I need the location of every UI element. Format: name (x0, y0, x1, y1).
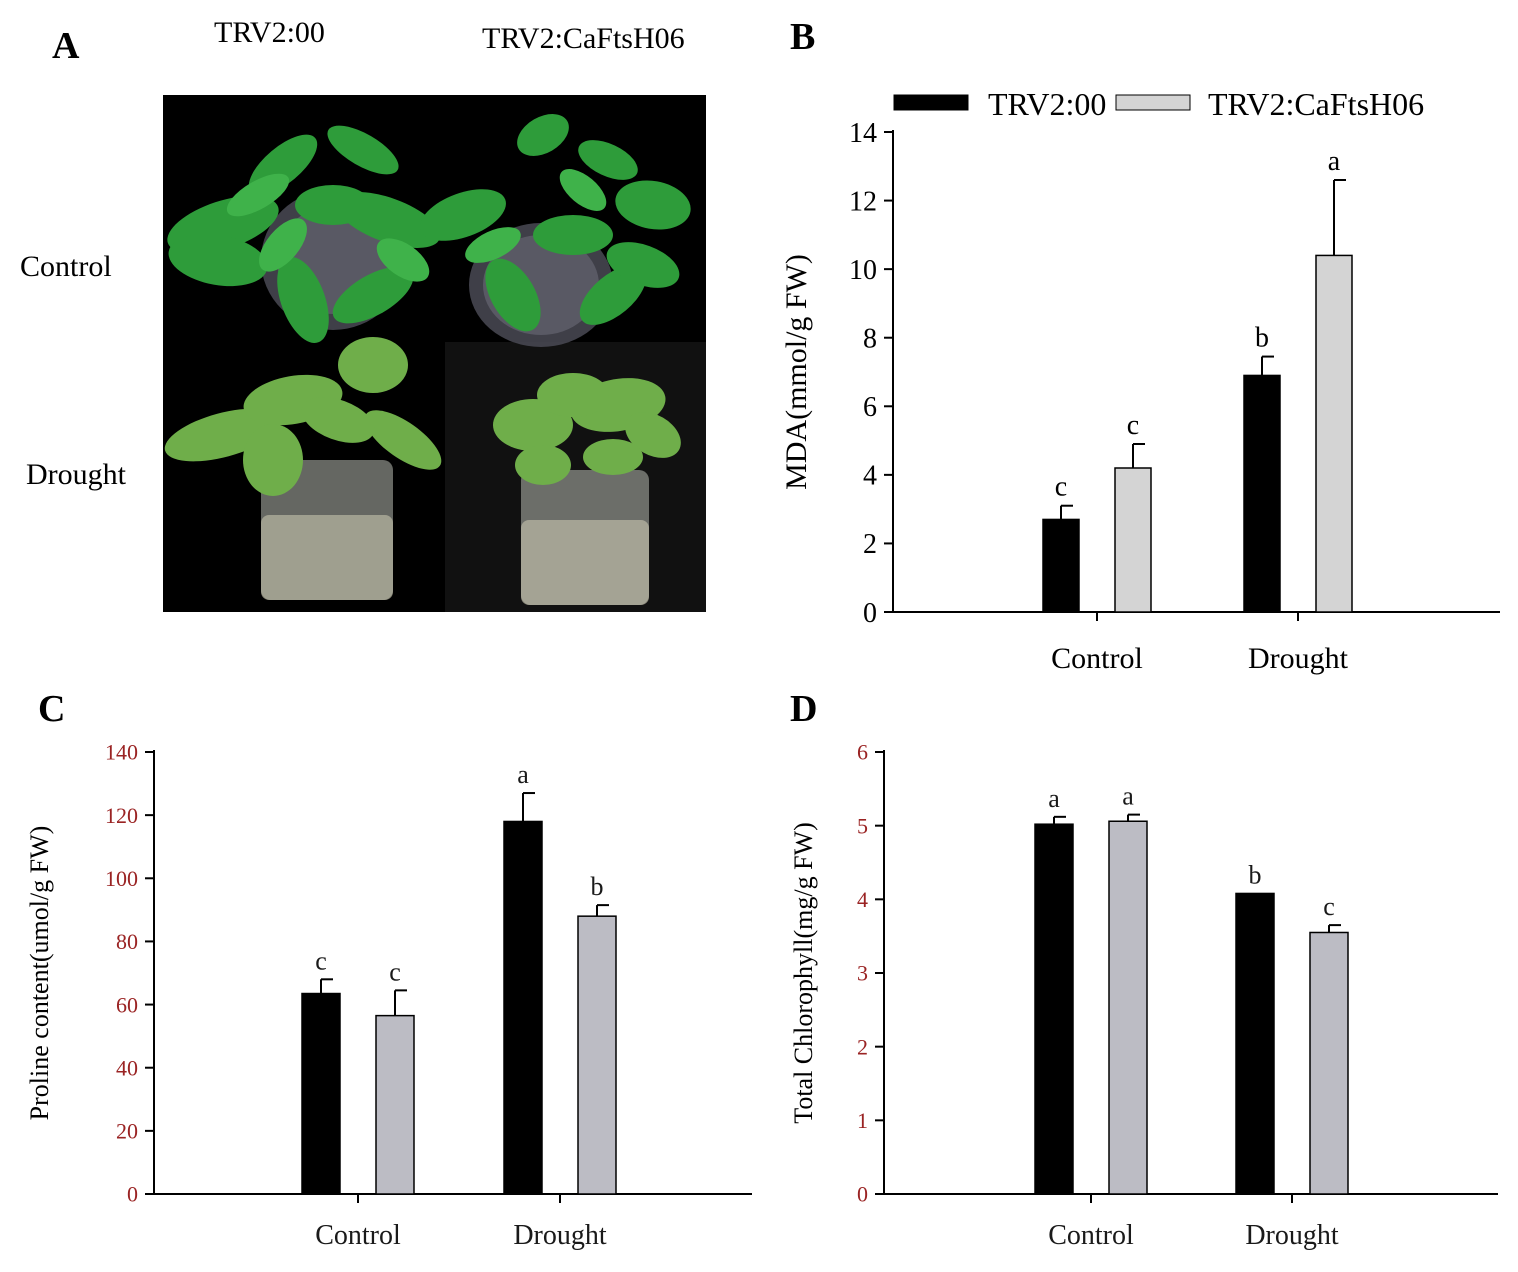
panel-d-letter: D (790, 688, 818, 730)
bar (1235, 892, 1275, 1195)
y-tick-label: 100 (105, 866, 138, 891)
y-tick-label: 5 (857, 813, 868, 838)
plant-control-trv2-caftsh06 (420, 114, 691, 347)
plant-photo-grid (163, 95, 706, 612)
x-tick-label: Control (1048, 1220, 1134, 1251)
x-tick-label: Drought (1245, 1220, 1339, 1251)
bar (1114, 467, 1152, 613)
y-axis-label: MDA(mmol/g FW) (780, 254, 813, 490)
legend-label-trv2-00: TRV2:00 (988, 86, 1106, 122)
photo-col-label-trv2-00: TRV2:00 (214, 16, 325, 49)
y-tick-label: 0 (857, 1182, 868, 1207)
significance-letter: a (1048, 784, 1060, 813)
y-tick-label: 2 (857, 1034, 868, 1059)
legend-label-trv2-caftsh06: TRV2:CaFtsH06 (1208, 86, 1424, 122)
panel-b-letter: B (790, 16, 816, 58)
significance-letter: c (1127, 410, 1139, 441)
y-tick-label: 6 (857, 740, 868, 765)
significance-letter: b (591, 872, 604, 901)
y-axis-label: Proline content(umol/g FW) (25, 826, 54, 1121)
plant-photo (163, 95, 706, 612)
y-tick-label: 3 (857, 961, 868, 986)
y-tick-label: 20 (116, 1119, 138, 1144)
y-tick-label: 40 (116, 1055, 138, 1080)
panel-a-letter: A (52, 25, 80, 67)
y-tick-label: 8 (863, 324, 877, 355)
y-tick-label: 0 (127, 1182, 138, 1207)
photo-col-label-trv2-caftsh06: TRV2:CaFtsH06 (482, 22, 685, 55)
photo-row-label-drought: Drought (26, 458, 126, 491)
y-tick-label: 1 (857, 1108, 868, 1133)
plant-drought-trv2-00 (164, 337, 442, 600)
photo-row-label-control: Control (20, 250, 112, 283)
bar (503, 820, 543, 1195)
bar (1309, 931, 1349, 1195)
y-tick-label: 4 (863, 461, 877, 492)
y-tick-label: 4 (857, 887, 868, 912)
bar (1108, 820, 1148, 1195)
y-tick-label: 140 (105, 740, 138, 765)
y-tick-label: 60 (116, 992, 138, 1017)
y-tick-label: 2 (863, 529, 877, 560)
bar (1042, 518, 1080, 613)
bar (1243, 374, 1281, 613)
plant-drought-trv2-caftsh06 (493, 373, 681, 605)
significance-letter: a (1122, 782, 1134, 811)
y-axis-label: Total Chlorophyll(mg/g FW) (789, 822, 818, 1124)
significance-letter: a (517, 760, 529, 789)
bar (375, 1014, 415, 1195)
y-tick-label: 12 (849, 186, 877, 217)
x-tick-label: Control (315, 1220, 401, 1251)
bar (301, 992, 341, 1195)
significance-letter: c (1323, 892, 1335, 921)
significance-letter: a (1328, 146, 1341, 177)
y-tick-label: 80 (116, 929, 138, 954)
legend-swatch-trv2-caftsh06 (1115, 94, 1191, 111)
bar (1034, 823, 1074, 1195)
y-tick-label: 0 (863, 598, 877, 629)
significance-letter: c (315, 946, 327, 975)
y-tick-label: 120 (105, 803, 138, 828)
panel-c-letter: C (38, 688, 66, 730)
plant-control-trv2-00 (167, 125, 441, 343)
bar (577, 915, 617, 1195)
significance-letter: c (389, 957, 401, 986)
x-tick-label: Control (1051, 642, 1143, 675)
y-tick-label: 14 (849, 118, 877, 149)
y-tick-label: 10 (849, 255, 877, 286)
x-tick-label: Drought (1248, 642, 1349, 675)
bar (1315, 254, 1353, 613)
significance-letter: b (1249, 860, 1262, 889)
y-tick-label: 6 (863, 392, 877, 423)
significance-letter: c (1055, 472, 1067, 503)
x-tick-label: Drought (513, 1220, 607, 1251)
significance-letter: b (1255, 323, 1269, 354)
legend-swatch-trv2-00 (893, 94, 969, 111)
